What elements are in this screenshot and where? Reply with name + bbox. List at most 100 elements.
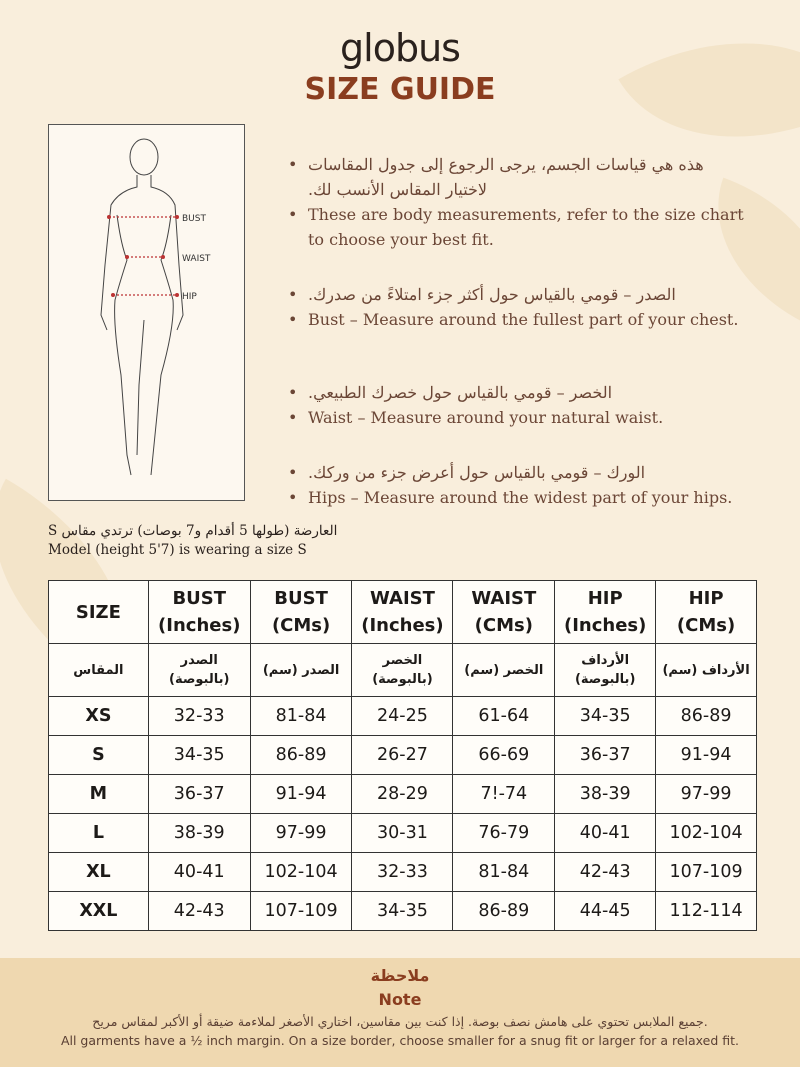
- cell-text: (Inches): [361, 615, 444, 636]
- cell-text: (بالبوصة): [372, 672, 433, 687]
- column-header-ar: الصدر (سم): [249, 643, 353, 697]
- value-cell: 30-31: [351, 813, 454, 853]
- cell-text: (CMs): [676, 615, 736, 636]
- cell-text: HIP: [688, 588, 724, 609]
- value-cell: 38-39: [554, 774, 657, 814]
- column-header: BUST (Inches): [147, 580, 251, 644]
- cell-text: (Inches): [158, 615, 241, 636]
- cell-text: HIP: [587, 588, 623, 609]
- note-text-en: All garments have a ½ inch margin. On a …: [60, 1033, 740, 1048]
- value-cell: 40-41: [147, 852, 251, 892]
- value-cell: 61-64: [452, 696, 556, 736]
- label-hip: HIP: [182, 292, 197, 302]
- value-cell: 81-84: [452, 852, 556, 892]
- body-silhouette-icon: BUST WAIST HIP: [100, 138, 211, 476]
- value-cell: 91-94: [249, 774, 353, 814]
- cell-text: (CMs): [474, 615, 533, 636]
- value-cell: 86-89: [249, 735, 353, 775]
- cell-text: BUST: [172, 588, 227, 609]
- table-row: XS 32-33 81-84 24-25 61-64 34-35 86-89: [48, 696, 757, 736]
- value-cell: 7!-74: [452, 774, 556, 814]
- model-note-ar: العارضة (طولها 5 أقدام و7 بوصات) ترتدي م…: [48, 523, 338, 539]
- value-cell: 97-99: [249, 813, 353, 853]
- column-header-ar: الأرداف (بالبوصة): [554, 643, 657, 697]
- note-title-en: Note: [378, 990, 422, 1009]
- cell-text: WAIST: [471, 588, 537, 609]
- value-cell: 32-33: [147, 696, 251, 736]
- bullet-ar: الخصر – قومي بالقياس حول خصرك الطبيعي.: [288, 380, 748, 405]
- column-header: HIP (CMs): [655, 580, 757, 644]
- label-waist: WAIST: [182, 254, 211, 264]
- size-cell: XXL: [48, 891, 149, 931]
- bullet-ar: الصدر – قومي بالقياس حول أكثر جزء امتلاء…: [288, 282, 748, 307]
- value-cell: 91-94: [655, 735, 757, 775]
- value-cell: 107-109: [249, 891, 353, 931]
- cell-text: الصدر: [180, 653, 218, 668]
- cell-text: الخصر (سم): [464, 662, 544, 678]
- value-cell: 102-104: [249, 852, 353, 892]
- instructions-list: هذه هي قياسات الجسم، يرجى الرجوع إلى جدو…: [288, 152, 748, 510]
- value-cell: 112-114: [655, 891, 757, 931]
- value-cell: 102-104: [655, 813, 757, 853]
- cell-text: الأرداف: [581, 653, 630, 668]
- bullet-en: Bust – Measure around the fullest part o…: [288, 307, 748, 332]
- value-cell: 40-41: [554, 813, 657, 853]
- value-cell: 24-25: [351, 696, 454, 736]
- cell-text: الخصر: [382, 653, 423, 668]
- body-measurement-figure: BUST WAIST HIP: [48, 124, 245, 501]
- value-cell: 81-84: [249, 696, 353, 736]
- value-cell: 42-43: [147, 891, 251, 931]
- cell-text: (Inches): [563, 615, 647, 636]
- bullet-ar: هذه هي قياسات الجسم، يرجى الرجوع إلى جدو…: [288, 152, 748, 202]
- label-bust: BUST: [182, 214, 206, 224]
- column-header: HIP (Inches): [554, 580, 657, 644]
- table-row: XL 40-41 102-104 32-33 81-84 42-43 107-109: [48, 852, 757, 892]
- bullet-en: These are body measurements, refer to th…: [288, 202, 748, 252]
- table-row: M 36-37 91-94 28-29 7!-74 38-39 97-99: [48, 774, 757, 814]
- bullet-en: Waist – Measure around your natural wais…: [288, 405, 748, 430]
- column-header-ar: الخصر (سم): [452, 643, 556, 697]
- value-cell: 28-29: [351, 774, 454, 814]
- column-header-ar: الخصر (بالبوصة): [351, 643, 454, 697]
- size-cell: M: [48, 774, 149, 814]
- value-cell: 86-89: [452, 891, 556, 931]
- size-cell: L: [48, 813, 149, 853]
- model-note-en: Model (height 5'7) is wearing a size S: [48, 542, 307, 558]
- column-header-ar: الأرداف (سم): [655, 643, 757, 697]
- size-cell: XS: [48, 696, 149, 736]
- cell-text: SIZE: [75, 601, 121, 623]
- table-row: XXL 42-43 107-109 34-35 86-89 44-45 112-114: [48, 891, 757, 931]
- note-text-ar: جميع الملابس تحتوي على هامش نصف بوصة. إذ…: [92, 1014, 708, 1029]
- column-header-ar: المقاس: [48, 643, 149, 697]
- value-cell: 44-45: [554, 891, 657, 931]
- value-cell: 26-27: [351, 735, 454, 775]
- size-cell: S: [48, 735, 149, 775]
- cell-text: WAIST: [369, 588, 435, 609]
- brand-logo: globus: [340, 26, 461, 70]
- column-header: WAIST (CMs): [452, 580, 556, 644]
- value-cell: 42-43: [554, 852, 657, 892]
- cell-text: (بالبوصة): [574, 672, 636, 687]
- value-cell: 34-35: [554, 696, 657, 736]
- value-cell: 76-79: [452, 813, 556, 853]
- value-cell: 34-35: [147, 735, 251, 775]
- bullet-en: Hips – Measure around the widest part of…: [288, 485, 748, 510]
- column-header: SIZE: [48, 580, 149, 644]
- column-header-ar: الصدر (بالبوصة): [147, 643, 251, 697]
- bullet-ar: الورك – قومي بالقياس حول أعرض جزء من ورك…: [288, 460, 748, 485]
- column-header: BUST (CMs): [249, 580, 353, 644]
- size-cell: XL: [48, 852, 149, 892]
- note-title-ar: ملاحظة: [370, 966, 430, 985]
- note-section: ملاحظة Note جميع الملابس تحتوي على هامش …: [0, 958, 800, 1067]
- cell-text: BUST: [274, 588, 328, 609]
- cell-text: الصدر (سم): [262, 662, 340, 678]
- model-note: العارضة (طولها 5 أقدام و7 بوصات) ترتدي م…: [48, 522, 337, 560]
- cell-text: الأرداف (سم): [662, 662, 750, 678]
- value-cell: 38-39: [147, 813, 251, 853]
- value-cell: 34-35: [351, 891, 454, 931]
- column-header: WAIST (Inches): [351, 580, 454, 644]
- table-row: L 38-39 97-99 30-31 76-79 40-41 102-104: [48, 813, 757, 853]
- value-cell: 36-37: [554, 735, 657, 775]
- value-cell: 66-69: [452, 735, 556, 775]
- size-table: SIZE BUST (Inches) BUST (CMs) WAIST (Inches) WA…: [48, 580, 757, 931]
